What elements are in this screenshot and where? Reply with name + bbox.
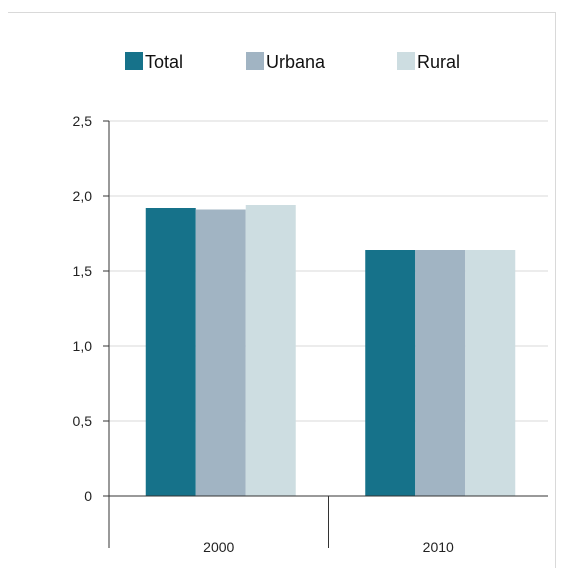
bar-urbana-2000 [195, 209, 246, 496]
y-tick-label: 0,5 [73, 413, 93, 429]
bar-rural-2000 [245, 205, 296, 496]
legend-swatch-rural [397, 52, 415, 70]
legend-label-rural: Rural [417, 52, 460, 72]
y-tick-label: 0 [84, 488, 92, 504]
legend-label-total: Total [145, 52, 183, 72]
legend: Total Urbana Rural [125, 52, 460, 72]
bar-total-2010 [365, 250, 416, 496]
y-tick-label: 2,0 [73, 188, 93, 204]
bar-urbana-2010 [415, 250, 466, 496]
x-tick-label: 2010 [423, 539, 454, 555]
legend-label-urbana: Urbana [266, 52, 326, 72]
chart-frame [8, 12, 556, 568]
y-tick-label: 1,0 [73, 338, 93, 354]
x-tick-labels: 2000 2010 [203, 539, 454, 555]
y-tick-label: 2,5 [73, 113, 93, 129]
x-tick-label: 2000 [203, 539, 234, 555]
bar-total-2000 [145, 208, 196, 496]
legend-swatch-urbana [246, 52, 264, 70]
bar-rural-2010 [465, 250, 516, 496]
y-tick-label: 1,5 [73, 263, 93, 279]
axes [103, 120, 548, 548]
bars [145, 205, 516, 496]
y-tick-labels: 0 0,5 1,0 1,5 2,0 2,5 [73, 113, 93, 504]
legend-swatch-total [125, 52, 143, 70]
